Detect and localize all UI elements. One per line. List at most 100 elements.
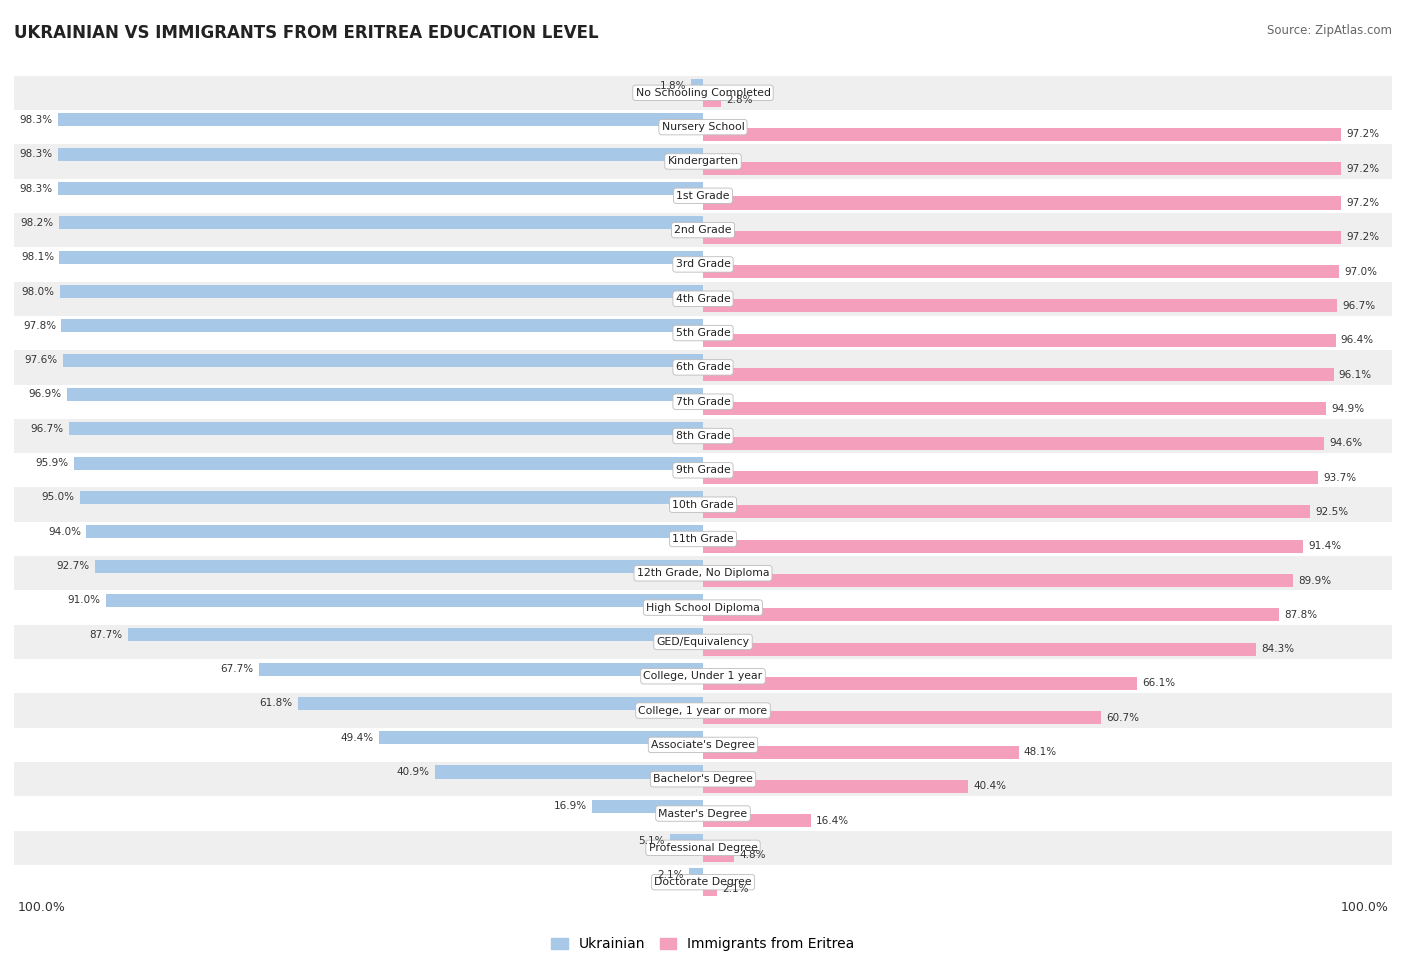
Bar bbox=[69, 422, 703, 435]
Bar bbox=[703, 608, 1279, 621]
Bar bbox=[703, 162, 1341, 175]
Text: 12th Grade, No Diploma: 12th Grade, No Diploma bbox=[637, 568, 769, 578]
Text: 2.1%: 2.1% bbox=[658, 870, 683, 880]
Text: 84.3%: 84.3% bbox=[1261, 644, 1295, 654]
Text: 1.8%: 1.8% bbox=[659, 81, 686, 91]
Bar bbox=[14, 762, 1392, 797]
Bar bbox=[703, 128, 1341, 140]
Bar bbox=[703, 94, 721, 106]
Bar bbox=[14, 727, 1392, 762]
Bar bbox=[703, 265, 1340, 278]
Bar bbox=[692, 79, 703, 92]
Bar bbox=[14, 282, 1392, 316]
Bar bbox=[60, 285, 703, 298]
Text: 96.1%: 96.1% bbox=[1339, 370, 1372, 379]
Text: College, 1 year or more: College, 1 year or more bbox=[638, 706, 768, 716]
Bar bbox=[58, 182, 703, 195]
Text: College, Under 1 year: College, Under 1 year bbox=[644, 671, 762, 682]
Text: 16.9%: 16.9% bbox=[554, 801, 586, 811]
Text: 94.6%: 94.6% bbox=[1329, 438, 1362, 449]
Text: Nursery School: Nursery School bbox=[662, 122, 744, 133]
Text: 1st Grade: 1st Grade bbox=[676, 191, 730, 201]
Text: 2nd Grade: 2nd Grade bbox=[675, 225, 731, 235]
Text: 89.9%: 89.9% bbox=[1298, 575, 1331, 586]
Bar bbox=[703, 746, 1018, 759]
Text: 66.1%: 66.1% bbox=[1142, 679, 1175, 688]
Text: 9th Grade: 9th Grade bbox=[676, 465, 730, 476]
Text: 40.9%: 40.9% bbox=[396, 767, 429, 777]
Bar bbox=[105, 594, 703, 606]
Text: 8th Grade: 8th Grade bbox=[676, 431, 730, 441]
Bar bbox=[14, 384, 1392, 419]
Bar bbox=[378, 731, 703, 744]
Bar bbox=[703, 403, 1326, 415]
Bar bbox=[14, 591, 1392, 625]
Text: 95.0%: 95.0% bbox=[41, 492, 75, 502]
Bar bbox=[86, 526, 703, 538]
Text: 94.9%: 94.9% bbox=[1331, 404, 1364, 414]
Text: 5.1%: 5.1% bbox=[638, 836, 664, 845]
Text: 40.4%: 40.4% bbox=[973, 781, 1007, 792]
Text: 97.2%: 97.2% bbox=[1346, 164, 1379, 174]
Bar bbox=[703, 643, 1256, 655]
Bar bbox=[73, 456, 703, 470]
Text: 98.3%: 98.3% bbox=[20, 183, 53, 194]
Legend: Ukrainian, Immigrants from Eritrea: Ukrainian, Immigrants from Eritrea bbox=[546, 932, 860, 956]
Text: 16.4%: 16.4% bbox=[815, 816, 849, 826]
Bar bbox=[703, 505, 1310, 519]
Bar bbox=[14, 522, 1392, 556]
Text: 97.2%: 97.2% bbox=[1346, 130, 1379, 139]
Text: 6th Grade: 6th Grade bbox=[676, 363, 730, 372]
Text: 94.0%: 94.0% bbox=[48, 526, 82, 537]
Bar bbox=[703, 574, 1294, 587]
Bar bbox=[62, 320, 703, 332]
Text: 100.0%: 100.0% bbox=[17, 901, 65, 914]
Bar bbox=[14, 178, 1392, 213]
Bar bbox=[703, 780, 969, 793]
Text: 96.9%: 96.9% bbox=[30, 389, 62, 400]
Bar bbox=[14, 488, 1392, 522]
Bar bbox=[58, 148, 703, 161]
Bar bbox=[259, 663, 703, 676]
Bar bbox=[14, 625, 1392, 659]
Bar bbox=[128, 628, 703, 642]
Text: 97.2%: 97.2% bbox=[1346, 232, 1379, 243]
Bar bbox=[94, 560, 703, 572]
Text: 92.5%: 92.5% bbox=[1315, 507, 1348, 517]
Bar bbox=[592, 800, 703, 813]
Bar bbox=[14, 419, 1392, 453]
Text: 49.4%: 49.4% bbox=[340, 732, 374, 743]
Bar bbox=[58, 113, 703, 127]
Bar bbox=[703, 231, 1341, 244]
Bar bbox=[703, 333, 1336, 347]
Text: 10th Grade: 10th Grade bbox=[672, 499, 734, 510]
Bar bbox=[14, 316, 1392, 350]
Text: 7th Grade: 7th Grade bbox=[676, 397, 730, 407]
Text: 96.7%: 96.7% bbox=[30, 424, 63, 434]
Bar bbox=[703, 712, 1101, 724]
Text: 97.8%: 97.8% bbox=[22, 321, 56, 331]
Text: 3rd Grade: 3rd Grade bbox=[675, 259, 731, 269]
Bar bbox=[80, 491, 703, 504]
Bar bbox=[67, 388, 703, 401]
Bar bbox=[14, 213, 1392, 248]
Text: 93.7%: 93.7% bbox=[1323, 473, 1357, 483]
Text: UKRAINIAN VS IMMIGRANTS FROM ERITREA EDUCATION LEVEL: UKRAINIAN VS IMMIGRANTS FROM ERITREA EDU… bbox=[14, 24, 599, 42]
Text: Bachelor's Degree: Bachelor's Degree bbox=[652, 774, 754, 784]
Bar bbox=[669, 835, 703, 847]
Text: 48.1%: 48.1% bbox=[1024, 747, 1057, 758]
Text: 98.0%: 98.0% bbox=[21, 287, 55, 296]
Bar bbox=[703, 677, 1136, 690]
Text: 97.0%: 97.0% bbox=[1344, 266, 1378, 277]
Text: Kindergarten: Kindergarten bbox=[668, 156, 738, 167]
Text: 87.7%: 87.7% bbox=[89, 630, 122, 640]
Bar bbox=[14, 659, 1392, 693]
Bar bbox=[703, 848, 734, 862]
Text: 2.1%: 2.1% bbox=[723, 884, 748, 894]
Text: 5th Grade: 5th Grade bbox=[676, 328, 730, 338]
Bar bbox=[14, 797, 1392, 831]
Text: 98.1%: 98.1% bbox=[21, 253, 53, 262]
Bar bbox=[63, 354, 703, 367]
Text: Source: ZipAtlas.com: Source: ZipAtlas.com bbox=[1267, 24, 1392, 37]
Bar bbox=[703, 437, 1323, 449]
